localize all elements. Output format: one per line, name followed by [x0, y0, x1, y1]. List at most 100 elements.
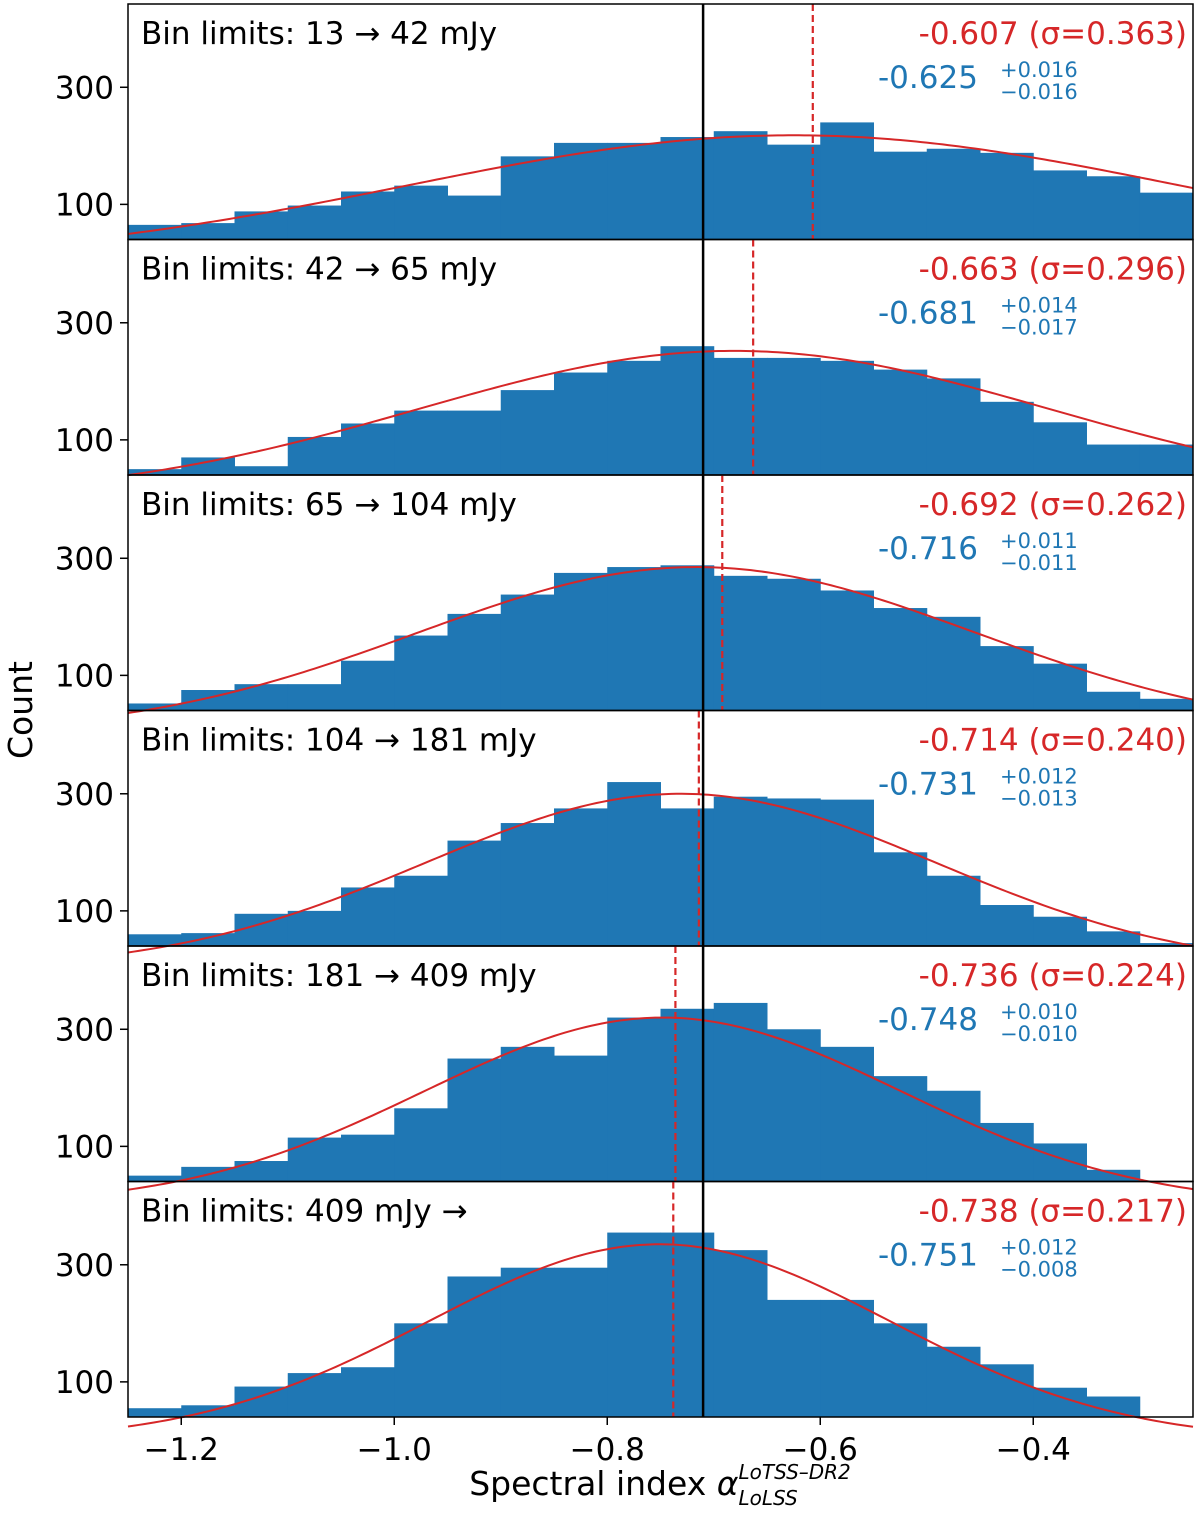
- bin-limits-label: Bin limits: 409 mJy →: [141, 1194, 468, 1230]
- bin-limits-label: Bin limits: 42 → 65 mJy: [141, 252, 497, 288]
- histogram-bar: [447, 1058, 502, 1182]
- histogram-bar: [1086, 931, 1141, 946]
- fit-error-plus: +0.011: [1000, 529, 1078, 553]
- histogram-bar: [926, 875, 981, 946]
- histogram-bar: [607, 567, 661, 711]
- histogram-bar: [234, 466, 289, 475]
- gaussian-fit-curve: [127, 1016, 1194, 1191]
- histogram-bar: [341, 423, 395, 475]
- fit-error-plus: +0.016: [1000, 58, 1078, 82]
- histogram-bar: [873, 608, 928, 711]
- panel-frame: [127, 1180, 1194, 1418]
- histogram-bar: [873, 151, 928, 240]
- panel-6: 100 300 Bin limits: 409 mJy → -0.738 (σ=0.2…: [55, 1180, 1194, 1428]
- histogram-bar: [660, 1008, 715, 1182]
- histogram-bar: [341, 191, 395, 240]
- panel-4: 100 300 Bin limits: 104 → 181 mJy -0.714 (σ…: [55, 709, 1194, 954]
- histogram-bar: [287, 684, 342, 711]
- histogram-bar: [554, 808, 608, 946]
- histogram-bar: [980, 1364, 1034, 1417]
- fit-error-minus: −0.011: [1000, 551, 1078, 575]
- y-tick-label: 300: [55, 1012, 114, 1048]
- histogram-bar: [713, 357, 768, 475]
- histogram-bar: [447, 1276, 502, 1417]
- histogram-bar: [341, 660, 395, 711]
- y-tick-label: 100: [55, 658, 114, 694]
- histogram-bar: [1033, 663, 1087, 711]
- y-tick-label: 100: [55, 423, 114, 459]
- x-axis-title-symbol: α: [717, 1464, 739, 1503]
- panel-5: 100 300 Bin limits: 181 → 409 mJy -0.736 (σ…: [55, 945, 1194, 1191]
- histogram-bar: [980, 646, 1034, 711]
- histogram-bar: [820, 122, 874, 240]
- histogram-bar: [980, 905, 1034, 946]
- histogram-bar: [500, 1046, 555, 1182]
- histogram-bar: [287, 205, 342, 240]
- histogram-bar: [394, 185, 448, 240]
- histogram-bar: [926, 1346, 981, 1417]
- histogram-bar: [500, 594, 555, 711]
- gaussian-fit-curve: [127, 792, 1194, 954]
- histogram-bar: [128, 934, 182, 946]
- histogram-bar: [1086, 1396, 1141, 1417]
- x-tick-label: −1.2: [144, 1432, 219, 1468]
- histogram-bar: [341, 887, 395, 946]
- panel-1: 100 300 Bin limits: 13 → 42 mJy -0.607 (σ=0…: [55, 3, 1194, 241]
- histogram-bar: [554, 1055, 608, 1182]
- histogram-bar: [1033, 916, 1087, 946]
- fit-error-plus: +0.012: [1000, 1236, 1078, 1260]
- histogram-bar: [500, 156, 555, 240]
- histogram-bar: [181, 933, 235, 946]
- fit-error-plus: +0.010: [1000, 1000, 1078, 1024]
- histogram-bar: [341, 1367, 395, 1417]
- histogram-bar: [447, 613, 502, 711]
- y-tick-label: 300: [55, 541, 114, 577]
- histogram-bar: [1086, 1169, 1141, 1182]
- y-tick-label: 100: [55, 894, 114, 930]
- histogram-bar: [1033, 1143, 1087, 1182]
- histogram-bar: [181, 223, 235, 240]
- histogram-bar: [980, 152, 1034, 240]
- fit-error-minus: −0.008: [1000, 1258, 1078, 1282]
- histogram-bar: [607, 1017, 661, 1182]
- histogram-bar: [1139, 943, 1194, 946]
- x-tick-label: −0.6: [783, 1432, 858, 1468]
- histogram-bar: [820, 360, 874, 475]
- fit-error-plus: +0.012: [1000, 765, 1078, 789]
- histogram-bar: [660, 1232, 715, 1417]
- y-tick-label: 100: [55, 1365, 114, 1401]
- y-tick-label: 300: [55, 306, 114, 342]
- fit-error-minus: −0.010: [1000, 1022, 1078, 1046]
- fit-error-minus: −0.016: [1000, 80, 1078, 104]
- x-axis-title-prefix: Spectral index: [469, 1464, 717, 1503]
- bin-limits-label: Bin limits: 65 → 104 mJy: [141, 487, 517, 523]
- fit-error-plus: +0.014: [1000, 294, 1078, 318]
- bin-limits-label: Bin limits: 13 → 42 mJy: [141, 16, 497, 52]
- histogram-bar: [287, 910, 342, 946]
- histogram-bar: [767, 578, 821, 711]
- x-axis-title-subscript: LoLSS: [738, 1486, 798, 1510]
- histogram-bar: [1086, 176, 1141, 240]
- histogram-bar: [128, 1408, 182, 1417]
- histogram-bar: [1086, 444, 1141, 475]
- histogram-bar: [1139, 698, 1194, 711]
- histogram-bar: [767, 1029, 821, 1182]
- gaussian-fit-curve: [127, 134, 1194, 235]
- y-axis-title: Count: [1, 661, 40, 759]
- histogram-bar: [500, 390, 555, 475]
- median-sigma-label: -0.692 (σ=0.262): [919, 487, 1187, 523]
- histogram-bar: [287, 436, 342, 475]
- histogram-bar: [234, 211, 289, 240]
- fit-error-minus: −0.013: [1000, 787, 1078, 811]
- fit-value-label: -0.681: [878, 296, 978, 332]
- fit-value-label: -0.751: [878, 1238, 978, 1274]
- y-tick-label: 300: [55, 777, 114, 813]
- histogram-bar: [980, 401, 1034, 475]
- gaussian-fit-curve: [127, 566, 1194, 714]
- histogram-bar: [554, 572, 608, 711]
- histogram-bar: [660, 137, 715, 240]
- histogram-bar: [660, 565, 715, 711]
- histogram-bar: [1086, 691, 1141, 711]
- histogram-bar: [234, 1161, 289, 1182]
